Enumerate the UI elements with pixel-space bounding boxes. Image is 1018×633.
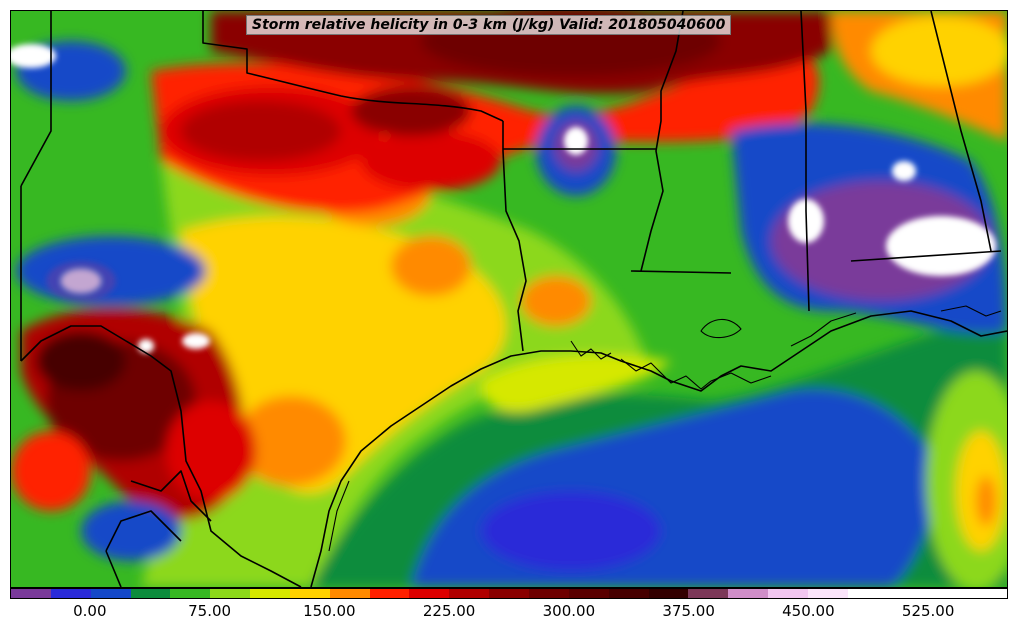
colorbar-tick-label: 150.00 [303, 602, 356, 620]
colorbar-cell [728, 589, 769, 598]
colorbar-ticks: 0.00 75.00 150.00 225.00 300.00 375.00 450.00 5… [10, 602, 1008, 626]
colorbar-cell [329, 589, 370, 598]
colorbar-cell [90, 589, 131, 598]
colorbar-cell [409, 589, 450, 598]
colorbar-cell [489, 589, 529, 598]
colorbar-tick-label: 450.00 [782, 602, 835, 620]
colorbar-tick-label: 300.00 [542, 602, 596, 620]
colorbar-cell [688, 589, 729, 598]
colorbar-cell [50, 589, 91, 598]
colorbar-tick-label: 75.00 [188, 602, 232, 620]
colorbar-cell [847, 589, 888, 598]
colorbar-cell [807, 589, 848, 598]
colorbar-cell [250, 589, 290, 598]
colorbar-tick-label: 225.00 [422, 602, 476, 620]
colorbar-cell [11, 589, 51, 598]
colorbar-cell [967, 589, 1008, 598]
colorbar-cell [608, 589, 649, 598]
colorbar-cell [568, 589, 609, 598]
colorbar-cell [289, 589, 330, 598]
colorbar-tick-label: 525.00 [901, 602, 955, 620]
colorbar [10, 588, 1008, 599]
map-title: Storm relative helicity in 0-3 km (J/kg)… [246, 15, 732, 35]
colorbar-cell [210, 589, 251, 598]
boundary-lines [20, 11, 1007, 587]
colorbar-cell [887, 589, 928, 598]
colorbar-cell [449, 589, 490, 598]
colorbar-cell [170, 589, 211, 598]
helicity-field [11, 11, 1007, 587]
colorbar-cell [528, 589, 569, 598]
colorbar-cell [927, 589, 968, 598]
colorbar-tick-label: 375.00 [662, 602, 715, 620]
colorbar-cell [369, 589, 410, 598]
colorbar-cell [768, 589, 808, 598]
colorbar-cell [130, 589, 171, 598]
helicity-map[interactable] [10, 10, 1008, 588]
colorbar-cell [648, 589, 689, 598]
colorbar-tick-label: 0.00 [73, 602, 107, 620]
